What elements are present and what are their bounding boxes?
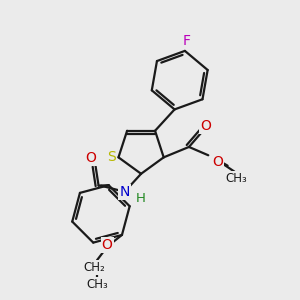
Text: CH₃: CH₃ [86,278,108,291]
Text: O: O [200,119,211,133]
Text: O: O [212,155,223,169]
Text: S: S [108,150,116,164]
Text: CH₂: CH₂ [84,261,106,274]
Text: CH₃: CH₃ [225,172,247,185]
Text: N: N [119,185,130,199]
Text: H: H [136,192,146,205]
Text: O: O [85,151,96,165]
Text: O: O [102,238,112,252]
Text: F: F [182,34,190,48]
